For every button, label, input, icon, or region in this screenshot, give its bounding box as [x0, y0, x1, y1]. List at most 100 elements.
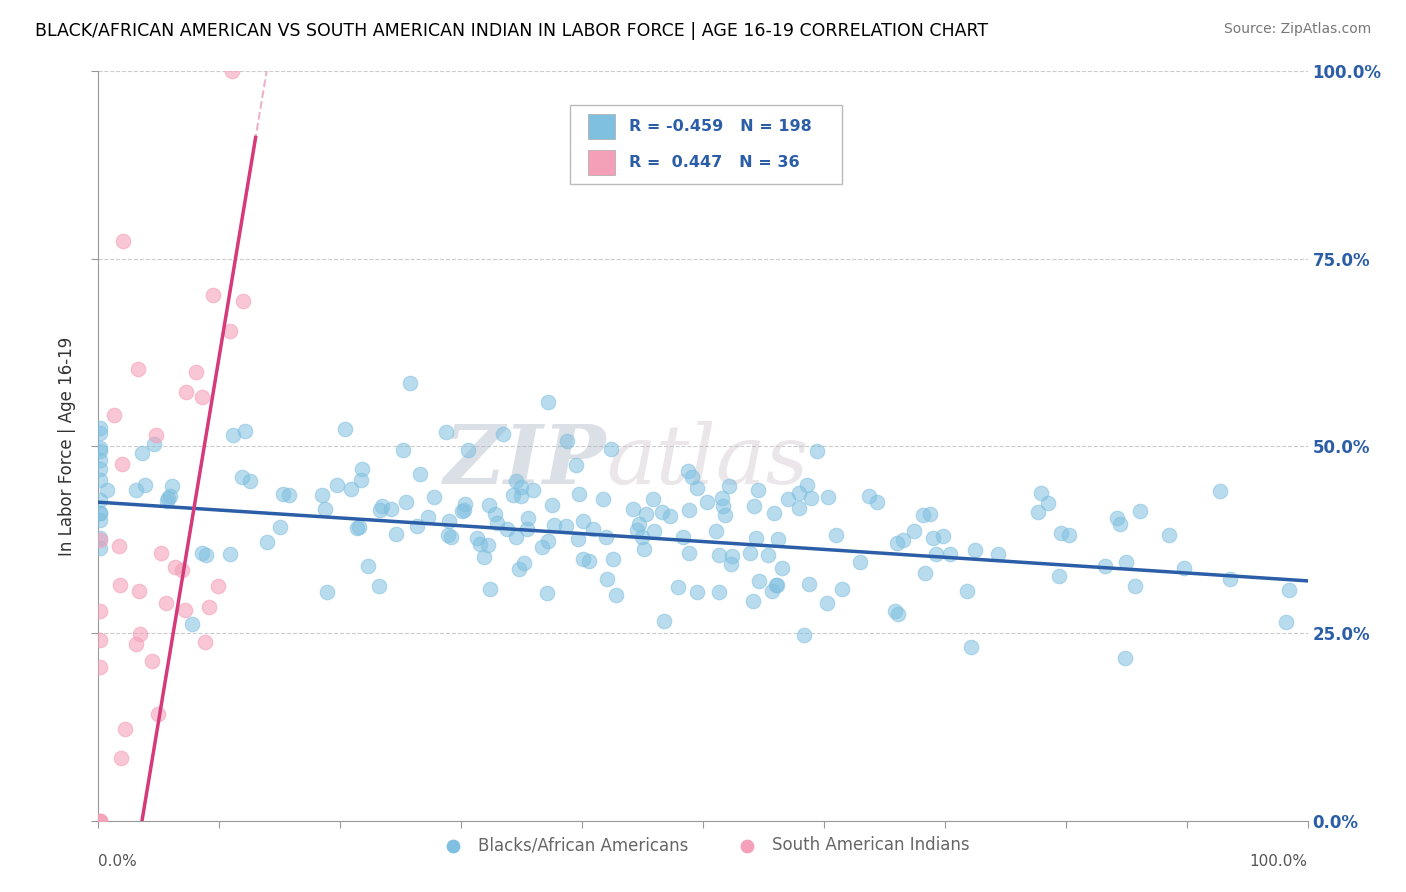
Point: [765, 578, 787, 592]
Text: 0.0%: 0.0%: [98, 855, 138, 870]
Point: [174, 603, 197, 617]
Point: [271, 486, 294, 500]
Point: [89, 632, 111, 647]
Point: [495, 522, 517, 536]
Point: [707, 584, 730, 599]
Text: Source: ZipAtlas.com: Source: ZipAtlas.com: [1223, 22, 1371, 37]
Point: [231, 470, 253, 484]
Point: [423, 490, 446, 504]
Point: [641, 491, 664, 506]
Point: [277, 488, 299, 502]
Text: BLACK/AFRICAN AMERICAN VS SOUTH AMERICAN INDIAN IN LABOR FORCE | AGE 16-19 CORRE: BLACK/AFRICAN AMERICAN VS SOUTH AMERICAN…: [35, 22, 988, 40]
Point: [163, 559, 186, 574]
Point: [1094, 559, 1116, 574]
Point: [510, 490, 533, 504]
Point: [643, 524, 665, 538]
Point: [108, 578, 131, 592]
Point: [333, 422, 356, 436]
Point: [1114, 651, 1136, 665]
Point: [145, 427, 167, 442]
Point: [155, 596, 177, 610]
Point: [89, 473, 111, 487]
Point: [219, 547, 242, 561]
Point: [191, 546, 214, 560]
Point: [125, 483, 148, 497]
Point: [883, 604, 905, 618]
Point: [987, 547, 1010, 561]
Point: [134, 478, 156, 492]
Text: ZIP: ZIP: [444, 421, 606, 501]
Point: [484, 507, 506, 521]
Point: [391, 443, 413, 458]
Point: [505, 530, 527, 544]
Point: [1026, 506, 1049, 520]
Point: [89, 533, 111, 548]
Point: [626, 524, 648, 538]
Point: [141, 654, 163, 668]
Point: [368, 502, 391, 516]
Point: [658, 508, 681, 523]
Point: [1049, 525, 1071, 540]
Point: [89, 420, 111, 434]
Point: [963, 543, 986, 558]
Point: [316, 585, 339, 599]
Point: [190, 390, 212, 404]
Point: [925, 547, 948, 561]
Point: [858, 489, 880, 503]
Point: [128, 584, 150, 599]
Point: [472, 549, 495, 564]
Point: [772, 561, 794, 575]
Point: [628, 516, 651, 531]
Point: [849, 556, 872, 570]
Point: [89, 604, 111, 618]
Point: [349, 520, 371, 534]
Point: [721, 549, 744, 563]
Point: [1129, 504, 1152, 518]
Point: [162, 479, 184, 493]
Point: [555, 519, 578, 533]
Point: [395, 495, 418, 509]
Point: [742, 499, 765, 513]
Point: [536, 586, 558, 600]
Point: [793, 628, 815, 642]
Point: [654, 614, 676, 628]
Point: [666, 580, 689, 594]
Text: 100.0%: 100.0%: [1250, 855, 1308, 870]
Point: [678, 546, 700, 560]
Point: [596, 572, 619, 586]
Point: [156, 491, 179, 506]
Point: [450, 504, 472, 518]
Point: [887, 607, 910, 621]
Point: [470, 536, 492, 550]
Point: [565, 458, 588, 472]
Point: [686, 481, 709, 495]
Point: [89, 513, 111, 527]
Text: R =  0.447   N = 36: R = 0.447 N = 36: [630, 154, 800, 169]
Point: [478, 498, 501, 512]
Point: [568, 486, 591, 500]
Point: [1107, 511, 1129, 525]
Point: [720, 557, 742, 571]
Point: [1115, 555, 1137, 569]
Point: [522, 483, 544, 497]
Point: [219, 324, 242, 338]
Point: [1274, 615, 1296, 629]
Point: [89, 814, 111, 828]
Point: [256, 535, 278, 549]
Point: [453, 503, 475, 517]
Point: [156, 494, 179, 508]
Point: [1173, 561, 1195, 575]
Point: [939, 547, 962, 561]
Point: [517, 511, 540, 525]
Point: [367, 579, 389, 593]
Point: [197, 600, 219, 615]
Point: [406, 519, 429, 533]
Point: [184, 365, 207, 379]
Point: [221, 64, 243, 78]
Point: [704, 524, 727, 539]
Point: [578, 554, 600, 568]
FancyBboxPatch shape: [588, 114, 614, 139]
Point: [89, 814, 111, 828]
Point: [159, 489, 181, 503]
Point: [922, 531, 945, 545]
